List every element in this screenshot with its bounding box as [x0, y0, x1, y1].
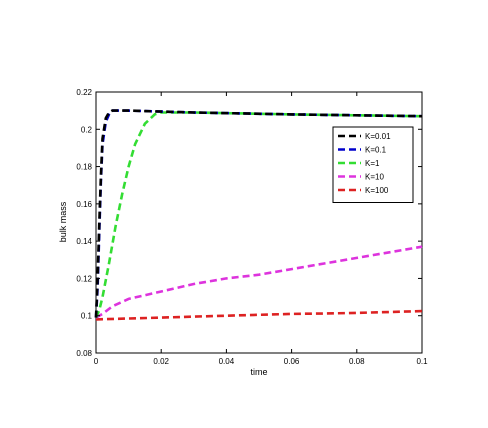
y-axis: 0.08 0.1 0.12 0.14 0.16 0.18 0.2 0.22 — [76, 88, 422, 358]
legend-label: K=0.1 — [365, 146, 387, 155]
x-tick-label: 0 — [94, 357, 99, 366]
y-tick-label: 0.2 — [81, 125, 93, 134]
series-line-k-0-01 — [94, 109, 423, 318]
x-tick-label: 0.02 — [153, 357, 169, 366]
x-tick-label: 0.08 — [349, 357, 365, 366]
x-tick-label: 0.04 — [219, 357, 235, 366]
legend-label: K=100 — [365, 186, 389, 195]
x-tick-label: 0.1 — [416, 357, 428, 366]
y-tick-label: 0.14 — [76, 237, 92, 246]
series-line-k-10 — [95, 245, 423, 319]
series-layer — [94, 109, 423, 321]
y-tick-label: 0.18 — [76, 163, 92, 172]
y-tick-label: 0.16 — [76, 200, 92, 209]
legend-label: K=10 — [365, 173, 384, 182]
x-axis-label: time — [250, 367, 267, 377]
y-tick-label: 0.22 — [76, 88, 92, 97]
y-axis-label: bulk mass — [58, 201, 68, 242]
y-tick-label: 0.08 — [76, 349, 92, 358]
legend: K=0.01 K=0.1 K=1 K=10 K=100 — [332, 126, 414, 203]
x-tick-label: 0.06 — [284, 357, 300, 366]
legend-label: K=0.01 — [365, 132, 391, 141]
x-axis: 0 0.02 0.04 0.06 0.08 0.1 — [94, 92, 428, 366]
y-tick-label: 0.12 — [76, 274, 92, 283]
legend-label: K=1 — [365, 159, 380, 168]
y-tick-label: 0.1 — [81, 312, 93, 321]
legend-box — [332, 126, 414, 203]
